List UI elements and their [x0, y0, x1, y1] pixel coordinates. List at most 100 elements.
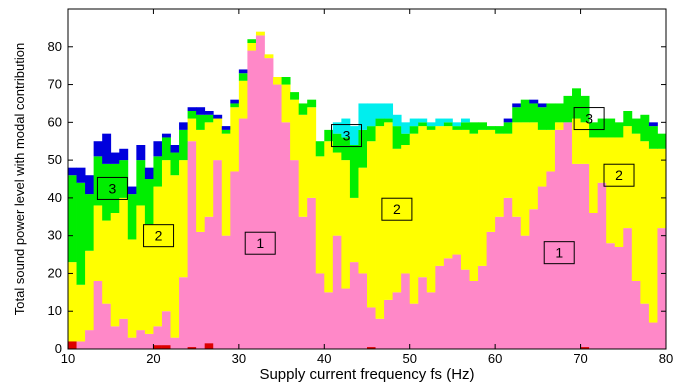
- bar-segment-mode-0: [426, 292, 436, 349]
- bar-segment-mode-0: [580, 163, 590, 349]
- x-tick-label: 70: [573, 351, 587, 366]
- low-level-mark: [153, 345, 162, 349]
- bar-segment-mode-2: [426, 126, 436, 130]
- bar-segment-mode-0: [76, 341, 86, 349]
- bar-segment-mode-2: [247, 39, 257, 43]
- bar-segment-mode-4: [238, 69, 248, 74]
- bar-segment-mode-2: [537, 107, 547, 130]
- bar-segment-mode-0: [640, 303, 650, 349]
- bar-segment-mode-2: [563, 95, 573, 123]
- bar-segment-mode-2: [68, 175, 77, 263]
- y-tick-label: 60: [48, 114, 62, 129]
- bar-segment-mode-0: [324, 292, 334, 349]
- bar-segment-mode-1: [546, 129, 556, 172]
- bar-segment-mode-3: [401, 122, 411, 134]
- bar-segment-mode-0: [358, 273, 368, 349]
- x-tick-label: 50: [402, 351, 416, 366]
- x-axis: 10 20 30 40 50 60 70 80: [61, 9, 673, 366]
- bar-segment-mode-0: [127, 337, 137, 349]
- bar-segment-mode-1: [119, 197, 129, 319]
- bar-segment-mode-1: [93, 205, 103, 281]
- bar-segment-mode-0: [409, 303, 419, 349]
- bar-segment-mode-2: [281, 77, 291, 85]
- bar-segment-mode-1: [153, 186, 163, 327]
- bar-segment-mode-2: [136, 160, 146, 206]
- bar-segment-mode-1: [640, 141, 650, 304]
- bar-segment-mode-4: [136, 145, 146, 161]
- bar-segment-mode-1: [315, 156, 325, 274]
- x-axis-label: Supply current frequency fs (Hz): [259, 366, 474, 383]
- bar-segment-mode-2: [196, 114, 206, 130]
- bar-segment-mode-0: [537, 186, 547, 349]
- bar-segment-mode-2: [384, 118, 394, 123]
- bar-segment-mode-0: [170, 337, 180, 349]
- bar-segment-mode-2: [315, 141, 325, 157]
- bar-segment-mode-4: [76, 167, 86, 183]
- bar-segment-mode-0: [238, 118, 248, 349]
- bar-segment-mode-1: [238, 80, 248, 119]
- low-level-mark: [580, 347, 590, 349]
- bar-segment-mode-1: [85, 250, 95, 331]
- bar-segment-mode-1: [418, 126, 428, 278]
- bar-segment-mode-0: [102, 303, 112, 349]
- bar-segment-mode-1: [68, 262, 77, 346]
- bar-segment-mode-2: [358, 129, 368, 168]
- bar-segment-mode-1: [136, 205, 146, 331]
- bar-segment-mode-2: [529, 103, 539, 123]
- bar-segment-mode-2: [367, 126, 376, 142]
- mode-label-box: [244, 231, 276, 255]
- bar-segment-mode-4: [153, 141, 163, 157]
- bar-segment-mode-2: [443, 122, 453, 127]
- bar-segment-mode-1: [332, 152, 342, 236]
- mode-label: 3: [585, 111, 593, 127]
- bar-segment-mode-1: [580, 122, 590, 164]
- bar-segment-mode-4: [512, 103, 522, 108]
- bar-segment-mode-3: [460, 118, 470, 123]
- mode-label: 2: [393, 201, 401, 217]
- bar-segment-mode-0: [648, 322, 658, 349]
- bar-segment-mode-2: [606, 118, 616, 138]
- x-tick-label: 80: [659, 351, 673, 366]
- bar-segment-mode-0: [375, 318, 385, 349]
- bar-segment-mode-4: [93, 141, 103, 157]
- bar-segment-mode-3: [384, 103, 394, 119]
- mode-label: 2: [615, 167, 623, 183]
- bar-segment-mode-0: [144, 333, 154, 349]
- bar-segment-mode-0: [529, 209, 539, 349]
- bar-segment-mode-1: [435, 126, 445, 266]
- bar-segment-mode-0: [478, 265, 487, 349]
- bar-segment-mode-1: [281, 84, 291, 123]
- bar-segment-mode-1: [144, 224, 154, 334]
- bar-segment-mode-1: [204, 122, 214, 217]
- bar-segment-mode-1: [375, 126, 385, 319]
- bar-segment-mode-1: [460, 129, 470, 270]
- bar-segment-mode-1: [512, 122, 522, 217]
- bar-segment-mode-2: [375, 118, 385, 127]
- bars-layer: [68, 31, 667, 350]
- bar-segment-mode-2: [341, 137, 351, 161]
- bar-segment-mode-1: [298, 114, 308, 217]
- bar-segment-mode-1: [606, 137, 616, 244]
- bar-segment-mode-2: [127, 194, 137, 240]
- bar-segment-mode-0: [204, 216, 214, 349]
- bar-segment-mode-3: [426, 122, 436, 127]
- low-level-marks-layer: [68, 341, 590, 349]
- bar-segment-mode-1: [324, 141, 334, 293]
- y-tick-label: 10: [48, 303, 62, 318]
- bar-segment-mode-2: [230, 103, 240, 108]
- bar-segment-mode-1: [443, 126, 453, 259]
- bar-segment-mode-0: [196, 231, 206, 349]
- bar-segment-mode-1: [623, 126, 633, 229]
- mode-label: 1: [555, 245, 563, 261]
- bar-segment-mode-0: [512, 216, 522, 349]
- bar-segment-mode-0: [255, 35, 265, 349]
- bar-segment-mode-0: [110, 326, 120, 349]
- bar-segment-mode-2: [572, 88, 581, 119]
- bar-segment-mode-2: [392, 126, 402, 149]
- mode-label-box: [603, 163, 635, 187]
- bar-segment-mode-3: [443, 118, 453, 123]
- bar-segment-mode-1: [187, 118, 197, 142]
- x-tick-label: 40: [317, 351, 331, 366]
- bar-segment-mode-0: [418, 277, 428, 349]
- bar-segment-mode-4: [529, 99, 539, 104]
